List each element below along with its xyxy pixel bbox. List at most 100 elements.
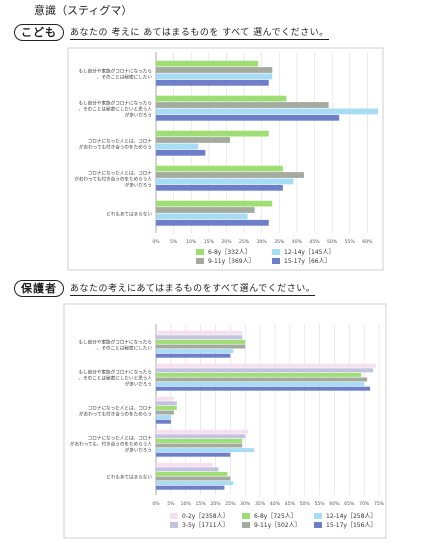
- x-tick-label: 75%: [374, 501, 385, 507]
- category-label: がおわっても付き合うのをためらう: [79, 411, 152, 418]
- x-tick-label: 10%: [186, 239, 197, 245]
- x-tick-label: 20%: [221, 239, 232, 245]
- legend-label: 12-14y［145人］: [284, 249, 334, 256]
- category-label: が多いだろう: [125, 182, 152, 189]
- bar: [156, 330, 243, 335]
- parents-question-row: 保護者 あなたの考えにあてはまるものをすべて選んでください。: [14, 280, 316, 297]
- legend-swatch: [272, 249, 280, 255]
- chart-frame: [63, 303, 387, 539]
- category-label: コロナになった人とは、コロナ: [88, 137, 153, 144]
- category-label: コロナになった人とは、コロナ: [88, 404, 153, 411]
- category-label: もし自分や家族がコロナになったら: [78, 99, 152, 106]
- legend-label: 9-11y［369人］: [208, 258, 255, 265]
- bar: [156, 368, 374, 373]
- bar: [156, 219, 269, 226]
- children-question-row: こども あなたの 考えに あてはまるものを すべて 選んでください。: [14, 24, 329, 41]
- x-tick-label: 45%: [285, 501, 296, 507]
- legend-swatch: [314, 522, 322, 528]
- category-label: が多いだろう: [125, 112, 152, 119]
- x-tick-label: 5%: [170, 239, 178, 245]
- bar: [156, 95, 287, 102]
- legend-swatch: [196, 249, 204, 255]
- x-tick-label: 55%: [314, 501, 325, 507]
- legend-swatch: [272, 258, 280, 264]
- bar: [156, 396, 174, 401]
- bar: [156, 467, 219, 472]
- x-tick-label: 45%: [309, 239, 320, 245]
- bar: [156, 429, 249, 434]
- children-badge: こども: [14, 24, 64, 41]
- bar: [156, 415, 171, 420]
- x-tick-label: 0%: [152, 501, 160, 507]
- bar: [156, 481, 234, 486]
- legend-swatch: [170, 522, 178, 528]
- category-label: どれもあてはまらない: [106, 211, 152, 218]
- parents-chart: 0% 5% 10% 15% 20% 25% 30% 35% 40% 45% 50% 55% 60% 65%…: [63, 303, 387, 539]
- x-tick-label: 30%: [257, 239, 268, 245]
- category-label: コロナになった人とは、コロナ: [88, 169, 153, 176]
- x-tick-label: 35%: [274, 239, 285, 245]
- bar: [156, 443, 243, 448]
- bar: [156, 363, 377, 368]
- bar: [156, 108, 378, 115]
- bar: [156, 485, 225, 490]
- x-tick-label: 50%: [327, 239, 338, 245]
- legend-label: 15-17y［66人］: [284, 258, 331, 265]
- bar: [156, 165, 283, 172]
- bar: [156, 452, 231, 457]
- bar: [156, 184, 283, 191]
- bar: [156, 353, 231, 358]
- bar: [156, 67, 273, 73]
- bar: [156, 207, 255, 213]
- category-label: がおわっても付き合うのをためらう: [79, 144, 152, 151]
- x-tick-label: 25%: [225, 501, 236, 507]
- bar: [156, 386, 371, 391]
- legend-label: 0-2y［2358人］: [182, 513, 229, 520]
- category-label: どれもあてはまらない: [106, 474, 152, 481]
- x-tick-label: 15%: [204, 239, 215, 245]
- bar: [156, 349, 234, 354]
- bar: [156, 434, 246, 439]
- category-label: がおわっても、付き合うのをためらう人: [70, 441, 152, 448]
- legend-label: 6-8y［725人］: [254, 513, 297, 520]
- legend-label: 6-8y［332人］: [208, 249, 251, 256]
- bar: [156, 438, 243, 443]
- children-chart: 0% 5% 10% 15% 20% 25% 30% 35% 40% 45% 50% 55% 60% もし自…: [67, 47, 384, 271]
- x-tick-label: 10%: [181, 501, 192, 507]
- bar: [156, 405, 177, 410]
- x-tick-label: 70%: [359, 501, 370, 507]
- legend-swatch: [170, 513, 178, 519]
- bar: [156, 137, 230, 143]
- x-tick-label: 40%: [270, 501, 281, 507]
- bar: [156, 178, 294, 185]
- bar: [156, 60, 259, 67]
- bar: [156, 149, 206, 156]
- bar: [156, 372, 362, 377]
- bar: [156, 172, 304, 178]
- chart-frame: [67, 47, 384, 271]
- x-tick-label: 30%: [240, 501, 251, 507]
- bar: [156, 401, 177, 406]
- category-label: コロナになった人とは、コロナ: [88, 434, 153, 441]
- bar: [156, 471, 228, 476]
- bar: [156, 213, 248, 220]
- page-title: 意識（スティグマ）: [34, 4, 133, 17]
- category-label: もし自分や家族がコロナになったら: [78, 368, 152, 375]
- bar: [156, 419, 171, 424]
- x-tick-label: 60%: [362, 239, 373, 245]
- category-label: もし自分や家族がコロナになったら: [78, 67, 152, 74]
- x-tick-label: 5%: [167, 501, 175, 507]
- x-tick-label: 20%: [210, 501, 221, 507]
- bar: [156, 344, 246, 349]
- legend-swatch: [242, 513, 250, 519]
- legend-label: 15-17y［156人］: [326, 522, 376, 529]
- x-tick-label: 55%: [345, 239, 356, 245]
- x-tick-label: 35%: [255, 501, 266, 507]
- category-label: 、そのことは秘密にしたいと思う人: [78, 106, 152, 113]
- legend-label: 9-11y［502人］: [254, 522, 301, 529]
- bar: [156, 335, 243, 340]
- bar: [156, 448, 255, 453]
- x-tick-label: 60%: [329, 501, 340, 507]
- bar: [156, 382, 365, 387]
- category-label: 、そのことは秘密にしたい: [97, 74, 153, 81]
